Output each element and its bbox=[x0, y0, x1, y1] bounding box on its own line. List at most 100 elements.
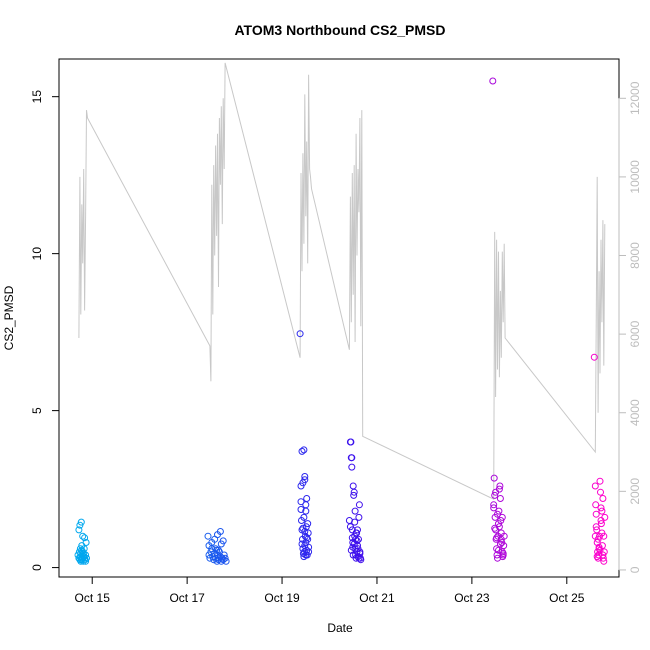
y-tick-label: 0 bbox=[30, 564, 44, 571]
data-point bbox=[351, 518, 359, 526]
secondary-line bbox=[78, 62, 606, 500]
data-point bbox=[490, 474, 498, 482]
data-point bbox=[216, 528, 224, 535]
data-point bbox=[495, 523, 503, 531]
y2-tick-label: 4000 bbox=[628, 399, 642, 426]
data-point bbox=[496, 495, 504, 502]
data-point bbox=[77, 518, 85, 526]
data-point bbox=[78, 542, 86, 550]
data-point bbox=[357, 556, 365, 564]
data-point bbox=[300, 446, 308, 454]
data-point bbox=[495, 546, 502, 554]
data-point bbox=[83, 554, 90, 562]
data-point bbox=[349, 482, 357, 490]
x-tick-label: Oct 21 bbox=[359, 591, 395, 605]
data-point bbox=[590, 353, 598, 361]
data-point bbox=[492, 488, 500, 496]
y2-tick-label: 6000 bbox=[628, 320, 642, 347]
data-point bbox=[355, 513, 363, 521]
data-point bbox=[349, 543, 357, 551]
data-point bbox=[496, 540, 504, 548]
data-point bbox=[490, 504, 498, 512]
data-point bbox=[81, 534, 89, 542]
data-point bbox=[494, 510, 501, 518]
series-5 bbox=[590, 353, 609, 565]
data-point bbox=[350, 488, 358, 496]
data-point bbox=[597, 517, 605, 524]
data-point bbox=[305, 543, 313, 551]
series-1 bbox=[204, 528, 230, 565]
data-point bbox=[353, 537, 361, 545]
data-point bbox=[302, 551, 310, 559]
data-point bbox=[221, 554, 229, 562]
y2-tick-label: 10000 bbox=[628, 160, 642, 194]
data-point bbox=[355, 501, 363, 509]
data-point bbox=[351, 507, 359, 515]
data-point bbox=[304, 520, 312, 528]
data-point bbox=[297, 506, 305, 513]
data-point bbox=[591, 532, 599, 540]
data-point bbox=[600, 548, 608, 556]
data-point bbox=[348, 454, 356, 462]
data-point bbox=[592, 510, 600, 518]
data-point bbox=[347, 438, 355, 446]
y-tick-label: 5 bbox=[30, 407, 44, 414]
series-0 bbox=[74, 518, 90, 565]
data-point bbox=[204, 532, 212, 540]
x-tick-label: Oct 19 bbox=[264, 591, 300, 605]
y-tick-label: 10 bbox=[30, 247, 44, 261]
x-axis-title: Date bbox=[327, 621, 353, 635]
data-point bbox=[350, 491, 358, 499]
data-point bbox=[355, 535, 362, 543]
data-point bbox=[500, 542, 508, 550]
y2-tick-label: 0 bbox=[628, 566, 642, 573]
data-point bbox=[600, 557, 608, 565]
axes-layer: Oct 15 Oct 17 Oct 19 Oct 21 Oct 23 Oct 25 0 5 10… bbox=[30, 81, 642, 605]
data-point bbox=[499, 550, 507, 557]
data-point bbox=[593, 526, 601, 534]
data-point bbox=[79, 532, 87, 540]
data-point bbox=[303, 495, 311, 502]
data-point bbox=[298, 447, 306, 455]
data-point bbox=[297, 498, 305, 506]
y2-tick-label: 12000 bbox=[628, 81, 642, 115]
data-point bbox=[348, 534, 356, 542]
data-point bbox=[219, 537, 227, 545]
y2-tick-label: 8000 bbox=[628, 242, 642, 269]
y2-tick-label: 2000 bbox=[628, 478, 642, 505]
y-tick-label: 15 bbox=[30, 90, 44, 104]
x-tick-label: Oct 23 bbox=[454, 591, 490, 605]
data-point bbox=[348, 463, 356, 471]
data-point bbox=[301, 473, 309, 480]
data-point bbox=[591, 482, 599, 490]
data-point bbox=[592, 523, 600, 531]
data-point bbox=[597, 520, 605, 528]
data-point bbox=[302, 523, 310, 531]
data-point bbox=[304, 529, 312, 537]
data-point bbox=[302, 501, 310, 509]
x-tick-label: Oct 25 bbox=[549, 591, 585, 605]
secondary-line-layer bbox=[78, 62, 606, 500]
data-point bbox=[595, 543, 603, 551]
y-axis-title: CS2_PMSD bbox=[2, 285, 16, 350]
data-point bbox=[354, 526, 361, 534]
data-point bbox=[299, 524, 307, 532]
data-point bbox=[493, 534, 501, 542]
data-point bbox=[600, 532, 608, 540]
data-point bbox=[356, 548, 364, 556]
data-point bbox=[598, 507, 606, 515]
data-point bbox=[300, 513, 308, 521]
data-point bbox=[599, 495, 607, 502]
plot-frame bbox=[58, 58, 620, 578]
data-point bbox=[220, 551, 228, 559]
data-point bbox=[592, 501, 600, 509]
data-point bbox=[491, 524, 499, 532]
data-point bbox=[75, 526, 83, 534]
data-point bbox=[349, 551, 357, 559]
x-tick-label: Oct 15 bbox=[75, 591, 111, 605]
data-point bbox=[596, 546, 604, 554]
data-point bbox=[496, 482, 504, 490]
x-tick-label: Oct 17 bbox=[169, 591, 205, 605]
data-point bbox=[497, 535, 505, 543]
